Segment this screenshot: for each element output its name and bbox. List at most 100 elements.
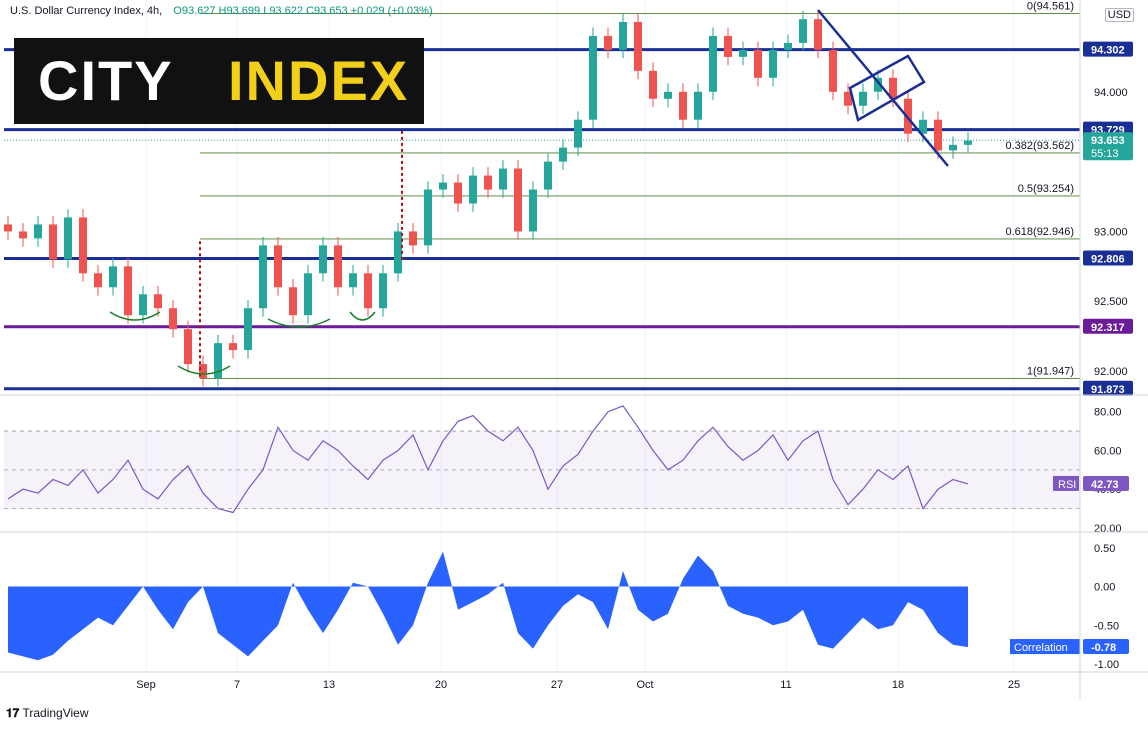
candle-body xyxy=(859,91,867,106)
price-tick-label: 93.000 xyxy=(1094,226,1128,238)
candle-body xyxy=(499,168,507,190)
candle-body xyxy=(214,343,222,379)
candle-body xyxy=(919,119,927,134)
candle-series xyxy=(4,10,972,387)
candle-body xyxy=(619,21,627,50)
fib-label: 1(91.947) xyxy=(1027,365,1074,377)
price-label: 92.317 xyxy=(1091,322,1125,334)
candle-body xyxy=(139,294,147,316)
pattern-arc xyxy=(267,318,331,328)
correlation-tick-label: 0.00 xyxy=(1094,582,1115,594)
candle-body xyxy=(64,217,72,260)
ohlc-readout: O93.627 H93.699 L93.622 C93.653 +0.029 (… xyxy=(173,5,433,17)
candle-body xyxy=(304,273,312,316)
rsi-line xyxy=(7,405,969,514)
correlation-tick-label: 0.50 xyxy=(1094,543,1115,555)
candle-body xyxy=(199,364,207,379)
x-tick-label: 27 xyxy=(551,679,563,691)
price-label: 91.873 xyxy=(1091,384,1125,396)
candle-body xyxy=(154,294,162,309)
price-label-box xyxy=(1083,41,1133,57)
candle-body xyxy=(874,77,882,92)
x-tick-label: 7 xyxy=(234,679,240,691)
correlation-tick-label: -0.50 xyxy=(1094,620,1119,632)
correlation-tick-label: -1.00 xyxy=(1094,659,1119,671)
correlation-title: Correlation xyxy=(1014,642,1068,654)
candle-body xyxy=(409,231,417,246)
x-tick-label: 25 xyxy=(1008,679,1020,691)
correlation-value: -0.78 xyxy=(1091,642,1116,654)
correlation-pane: 0.50 0.00 -0.50 -1.00 Correlation -0.78 xyxy=(8,543,1129,671)
candle-body xyxy=(574,119,582,148)
price-label-box xyxy=(1083,250,1133,266)
price-label: 92.806 xyxy=(1091,254,1125,266)
x-tick-label: Oct xyxy=(636,679,653,691)
candle-body xyxy=(604,35,612,50)
fibonacci-retracement: 0(94.561) 0.382(93.562) 0.5(93.254) 0.618(9… xyxy=(200,0,1080,379)
candle-body xyxy=(49,224,57,260)
candle-body xyxy=(784,42,792,50)
pattern-arc xyxy=(109,311,161,321)
currency-button[interactable]: USD xyxy=(1104,8,1134,22)
candle-body xyxy=(349,273,357,288)
correlation-area xyxy=(8,551,968,661)
tradingview-icon: 𝟏𝟕 xyxy=(6,706,20,720)
price-tick-label: 94.000 xyxy=(1094,87,1128,99)
price-label-box xyxy=(1083,380,1133,396)
price-label: 93.653 xyxy=(1091,135,1125,147)
horizontal-levels: 94.30293.72993.65355:1392.80692.31791.87… xyxy=(4,41,1133,396)
rsi-tick-label: 60.00 xyxy=(1094,445,1122,457)
fib-label: 0.5(93.254) xyxy=(1018,183,1074,195)
rsi-title: RSI xyxy=(1058,479,1076,491)
logo-index: INDEX xyxy=(228,49,410,112)
candle-body xyxy=(334,245,342,288)
candle-body xyxy=(844,91,852,106)
x-tick-label: 11 xyxy=(780,679,791,691)
candle-body xyxy=(514,168,522,232)
candle-body xyxy=(169,308,177,330)
candle-body xyxy=(664,91,672,99)
rsi-value-box xyxy=(1083,475,1129,491)
correlation-value-box xyxy=(1083,639,1129,655)
candle-body xyxy=(484,175,492,190)
candle-body xyxy=(424,189,432,246)
rsi-value: 42.73 xyxy=(1091,479,1119,491)
candle-body xyxy=(319,245,327,274)
candle-body xyxy=(949,144,957,151)
candle-body xyxy=(94,273,102,288)
candle-body xyxy=(19,231,27,239)
candle-body xyxy=(724,35,732,57)
x-tick-label: 18 xyxy=(892,679,904,691)
candle-body xyxy=(259,245,267,309)
candle-body xyxy=(769,49,777,78)
candle-body xyxy=(184,329,192,365)
symbol-title: U.S. Dollar Currency Index, 4h, xyxy=(10,5,163,17)
candle-body xyxy=(709,35,717,92)
candle-body xyxy=(739,49,747,57)
fib-label: 0(94.561) xyxy=(1027,0,1074,12)
price-label-box xyxy=(1083,318,1133,334)
rsi-tick-label: 20.00 xyxy=(1094,523,1122,535)
candle-body xyxy=(289,287,297,316)
candle-body xyxy=(964,140,972,145)
axes: Sep 7 13 20 27 Oct 11 18 25 94.000 93.000 92.500 92.… xyxy=(0,0,1148,700)
candle-body xyxy=(679,91,687,120)
candle-body xyxy=(934,119,942,151)
candle-body xyxy=(544,161,552,190)
candle-body xyxy=(799,19,807,43)
candle-body xyxy=(274,245,282,288)
rsi-tick-label: 80.00 xyxy=(1094,407,1122,419)
annotations xyxy=(109,9,949,379)
candle-body xyxy=(229,343,237,351)
x-tick-label: 20 xyxy=(435,679,447,691)
candle-body xyxy=(889,77,897,99)
candle-body xyxy=(244,308,252,351)
candle-body xyxy=(454,182,462,204)
price-tick-label: 92.500 xyxy=(1094,296,1128,308)
candle-body xyxy=(589,35,597,120)
x-tick-label: Sep xyxy=(136,679,156,691)
candle-body xyxy=(439,182,447,190)
